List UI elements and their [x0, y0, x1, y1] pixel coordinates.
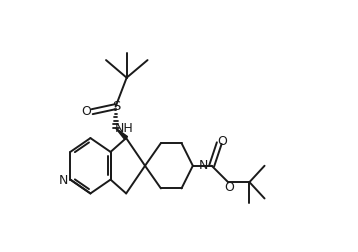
Text: NH: NH [114, 121, 133, 134]
Text: S: S [112, 100, 121, 112]
Polygon shape [116, 129, 127, 140]
Text: N: N [59, 173, 68, 186]
Text: O: O [224, 180, 234, 193]
Text: O: O [82, 105, 92, 118]
Text: O: O [217, 134, 227, 147]
Text: N: N [198, 159, 208, 172]
